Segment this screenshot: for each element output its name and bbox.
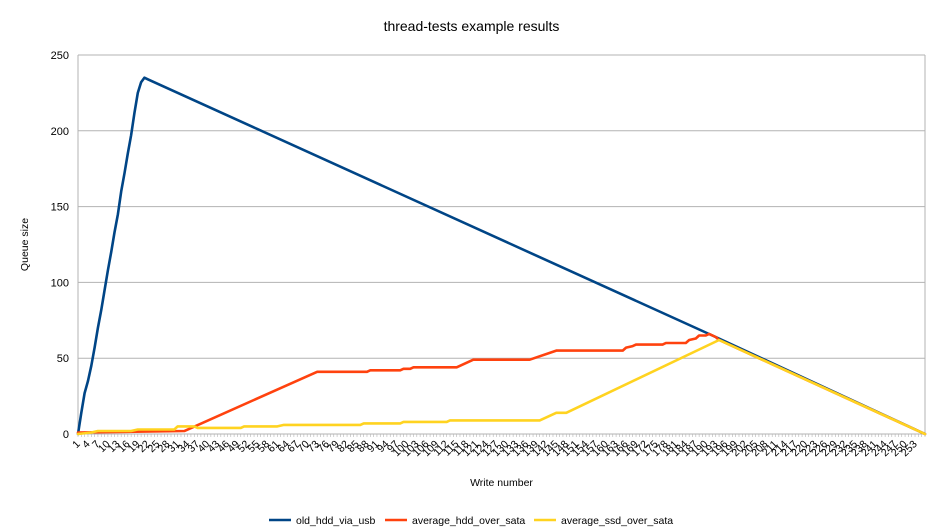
y-tick-label: 250 <box>51 50 69 62</box>
series-line-average_ssd_over_sata <box>76 338 927 436</box>
y-axis-label: Queue size <box>19 218 31 271</box>
y-tick-label: 100 <box>51 277 69 289</box>
series-line-old_hdd_via_usb <box>76 76 927 436</box>
series-line-average_hdd_over_sata <box>76 332 927 436</box>
legend-label-average_ssd_over_sata: average_ssd_over_sata <box>561 515 673 527</box>
x-axis-ticks: 1471013161922252831343740434649525558616… <box>70 438 920 459</box>
x-axis-label: Write number <box>470 477 533 489</box>
series-lines <box>76 76 927 436</box>
legend-label-old_hdd_via_usb: old_hdd_via_usb <box>296 515 376 527</box>
chart-title: thread-tests example results <box>383 18 560 34</box>
legend: old_hdd_via_usb average_hdd_over_sata aver… <box>269 515 673 527</box>
y-tick-label: 200 <box>51 126 69 138</box>
y-axis-ticks: 0 50 100 150 200 250 <box>51 50 69 441</box>
y-tick-label: 150 <box>51 202 69 214</box>
legend-label-average_hdd_over_sata: average_hdd_over_sata <box>412 515 525 527</box>
y-tick-label: 50 <box>57 353 69 365</box>
y-tick-label: 0 <box>63 429 69 441</box>
plot-frame <box>77 55 926 437</box>
